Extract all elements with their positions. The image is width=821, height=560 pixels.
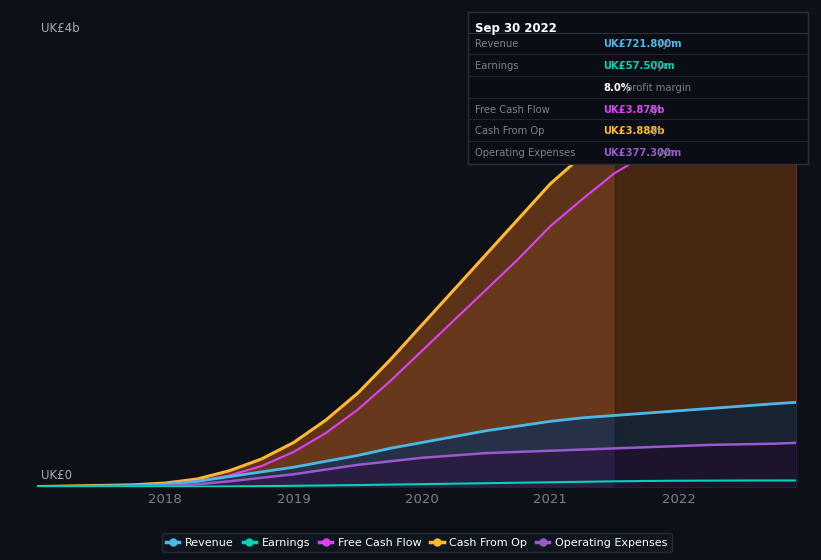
- Text: /yr: /yr: [656, 148, 672, 158]
- Text: UK£377.300m: UK£377.300m: [603, 148, 681, 158]
- Text: /yr: /yr: [651, 61, 667, 71]
- Text: Cash From Op: Cash From Op: [475, 127, 544, 136]
- Bar: [614, 17, 796, 487]
- Text: UK£4b: UK£4b: [41, 21, 80, 35]
- Text: Sep 30 2022: Sep 30 2022: [475, 21, 557, 35]
- Text: UK£57.500m: UK£57.500m: [603, 61, 675, 71]
- Text: Operating Expenses: Operating Expenses: [475, 148, 575, 158]
- Text: UK£721.800m: UK£721.800m: [603, 39, 682, 49]
- Text: Earnings: Earnings: [475, 61, 518, 71]
- Text: UK£3.878b: UK£3.878b: [603, 105, 665, 115]
- Text: /yr: /yr: [646, 127, 663, 136]
- Text: Free Cash Flow: Free Cash Flow: [475, 105, 549, 115]
- Legend: Revenue, Earnings, Free Cash Flow, Cash From Op, Operating Expenses: Revenue, Earnings, Free Cash Flow, Cash …: [162, 533, 672, 552]
- Text: UK£3.888b: UK£3.888b: [603, 127, 665, 136]
- Text: /yr: /yr: [656, 39, 672, 49]
- Text: /yr: /yr: [646, 105, 663, 115]
- Text: Revenue: Revenue: [475, 39, 518, 49]
- Text: UK£0: UK£0: [41, 469, 71, 483]
- Text: 8.0%: 8.0%: [603, 83, 631, 93]
- Text: profit margin: profit margin: [622, 83, 690, 93]
